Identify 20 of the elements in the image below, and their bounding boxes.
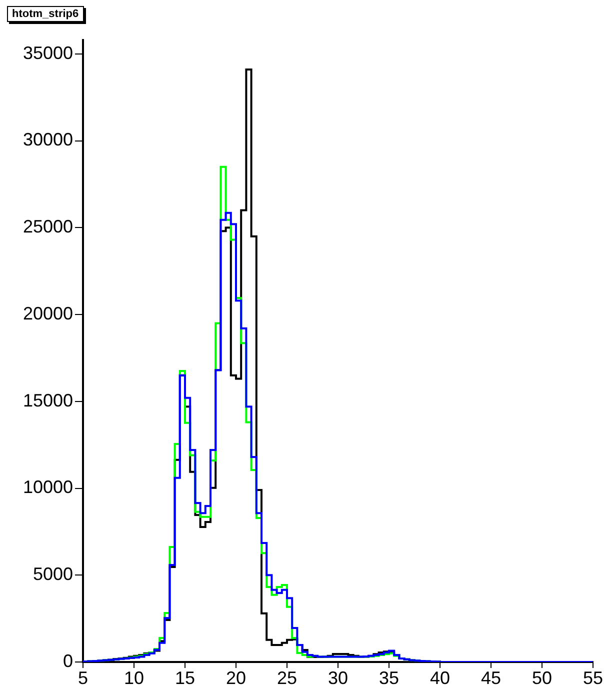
x-tick-label: 55 (582, 668, 604, 688)
x-tick-label: 30 (328, 668, 348, 688)
x-tick-label: 45 (480, 668, 502, 688)
y-tick-label: 5000 (32, 564, 73, 584)
x-tick-label: 10 (124, 668, 144, 688)
y-tick-label: 20000 (22, 303, 73, 324)
y-tick-label: 10000 (22, 477, 73, 498)
x-tick-label: 40 (430, 668, 450, 688)
y-tick-label: 15000 (22, 390, 73, 410)
x-tick-label: 15 (174, 668, 196, 688)
y-tick-label: 30000 (22, 130, 73, 150)
x-tick-label: 50 (532, 668, 552, 688)
y-tick-label: 35000 (22, 42, 73, 63)
x-tick-label: 20 (226, 668, 246, 688)
y-tick-label: 25000 (22, 216, 73, 237)
x-tick-label: 5 (78, 668, 88, 688)
x-tick-label: 35 (378, 668, 400, 688)
y-tick-label: 0 (62, 650, 73, 671)
x-tick-label: 25 (276, 668, 298, 688)
chart-title: htotm_strip6 (7, 6, 84, 22)
